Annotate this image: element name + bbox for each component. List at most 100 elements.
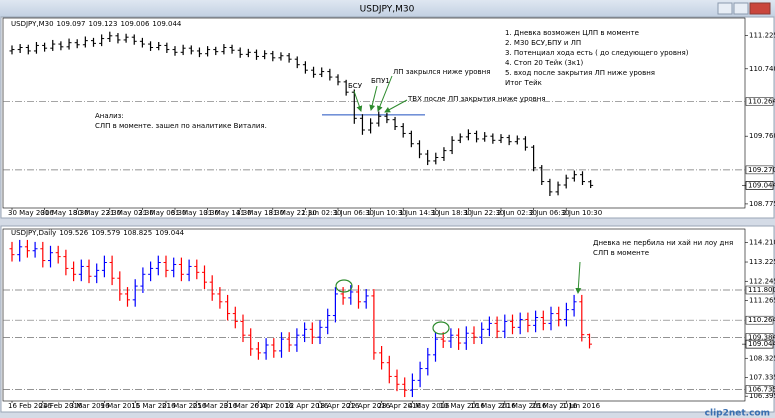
x-tick-label: 20 May 2016 — [501, 402, 547, 410]
level-label: 106.735 — [748, 385, 775, 393]
y-tick-label: 114.210 — [749, 239, 775, 247]
current-price-label: 109.044 — [748, 340, 775, 348]
y-tick-label: 108.325 — [749, 354, 775, 362]
level-label: 109.384 — [748, 333, 775, 341]
x-tick-label: 31 May 10:30 — [171, 209, 219, 217]
x-tick-label: 25 Mar 2016 — [193, 402, 238, 410]
header-high: 109.579 — [91, 229, 120, 237]
highlight-ellipse — [432, 321, 450, 335]
y-tick-label: 109.760 — [749, 132, 775, 140]
plot-area — [2, 17, 746, 209]
x-tick-label: 1 Jun 18:30 — [432, 209, 472, 217]
level-label: 110.264 — [748, 98, 775, 106]
x-tick-label: 26 May 2016 — [532, 402, 578, 410]
title-bar — [0, 0, 775, 17]
annotation: БПУ1 — [371, 77, 390, 85]
annotation: БСУ — [348, 82, 363, 90]
x-tick-label: 1 Jun 14:30 — [399, 209, 439, 217]
annotation-arrow — [353, 90, 363, 112]
x-tick-label: 30 May 18:30 — [41, 209, 89, 217]
header-close: 109.044 — [155, 229, 184, 237]
annotation: Итог Тейк — [505, 79, 542, 87]
x-tick-label: 3 Mar 2016 — [70, 402, 110, 410]
annotation: Анализ: — [95, 112, 124, 120]
x-tick-label: 2 Jun 06:30 — [530, 209, 570, 217]
highlight-ellipse — [335, 279, 353, 293]
x-tick-label: 2 Jun 02:30 — [497, 209, 537, 217]
annotation-arrow — [384, 99, 408, 113]
minimize-button[interactable] — [717, 2, 733, 15]
header-high: 109.123 — [89, 20, 118, 28]
symbol: USDJPY,Daily — [11, 229, 56, 237]
annotation: СЛП в моменте — [593, 249, 649, 257]
level-label-box — [745, 285, 774, 295]
level-label: 109.270 — [748, 166, 775, 174]
level-label-box — [745, 385, 774, 394]
x-tick-label: 21 Mar 2016 — [162, 402, 207, 410]
annotation: ТВХ после ЛП закрытия ниже уровня — [407, 95, 546, 103]
x-tick-label: 30 May 22:30 — [73, 209, 121, 217]
x-tick-label: 31 Mar 2016 — [224, 402, 269, 410]
annotation: 2. М30 БСУ,БПУ и ЛП — [505, 39, 581, 47]
header-low: 109.006 — [120, 20, 149, 28]
x-tick-label: 4 May 2016 — [408, 402, 450, 410]
watermark: clip2net.com — [705, 409, 770, 418]
x-tick-label: 16 May 2016 — [470, 402, 516, 410]
annotation: 5. вход после закрытия ЛП ниже уровня — [505, 69, 655, 77]
current-price-label: 109.044 — [748, 181, 775, 189]
level-label-box — [745, 97, 774, 106]
window-title: USDJPY,M30 — [360, 5, 415, 15]
y-tick-label: 107.335 — [749, 374, 775, 382]
x-tick-label: 10 May 2016 — [439, 402, 485, 410]
x-tick-label: 2 Jun 10:30 — [562, 209, 602, 217]
y-tick-label: 110.740 — [749, 65, 775, 73]
x-tick-label: 31 May 06:30 — [138, 209, 186, 217]
y-tick-label: 106.395 — [749, 392, 775, 400]
chart-header: USDJPY,Daily 109.526 109.579 108.825 109.044 — [11, 229, 185, 237]
level-label-box — [745, 315, 774, 325]
header-open: 109.097 — [57, 20, 86, 28]
current-price-box — [745, 339, 774, 349]
annotation: 4. Стоп 20 Тейк (3к1) — [505, 59, 584, 67]
header-open: 109.526 — [59, 229, 88, 237]
annotation-arrow — [575, 261, 582, 294]
x-tick-label: 28 Apr 2016 — [378, 402, 422, 410]
annotation: 3. Потенциал хода есть ( до следующего у… — [505, 49, 689, 57]
x-tick-label: 1 Jun 22:30 — [464, 209, 504, 217]
level-label: 111.800 — [748, 286, 775, 294]
y-tick-label: 111.225 — [749, 31, 775, 39]
x-tick-label: 31 May 22:30 — [269, 209, 317, 217]
annotation: Дневка не пербила ни хай ни лоу дня — [593, 239, 733, 247]
annotation: 1. Дневка возможен ЦЛП в моменте — [505, 29, 639, 37]
current-price-box — [745, 181, 774, 190]
x-tick-label: 22 Apr 2016 — [347, 402, 391, 410]
level-label-box — [745, 165, 774, 175]
maximize-button[interactable] — [733, 2, 749, 15]
x-tick-label: 1 Jun 02:30 — [301, 209, 341, 217]
x-tick-label: 1 Jun 2016 — [562, 402, 600, 410]
y-tick-label: 108.775 — [749, 200, 775, 208]
chart-header: USDJPY,M30 109.097 109.123 109.006 109.044 — [11, 20, 182, 28]
x-tick-label: 24 Feb 2016 — [39, 402, 83, 410]
x-tick-label: 9 Mar 2016 — [100, 402, 140, 410]
y-tick-label: 111.265 — [749, 297, 775, 305]
x-tick-label: 18 Apr 2016 — [316, 402, 360, 410]
annotation: СЛП в моменте. зашел по аналитике Витали… — [95, 122, 267, 130]
header-close: 109.044 — [152, 20, 181, 28]
level-label: 110.264 — [748, 316, 775, 324]
x-tick-label: 31 May 18:30 — [236, 209, 284, 217]
annotation-arrow — [369, 85, 378, 111]
annotation: ЛП закрылся ниже уровня — [393, 68, 490, 76]
annotation-arrow — [377, 75, 393, 112]
x-tick-label: 6 Apr 2016 — [254, 402, 293, 410]
x-tick-label: 16 Feb 2016 — [8, 402, 52, 410]
x-tick-label: 31 May 14:30 — [204, 209, 252, 217]
close-button[interactable] — [749, 2, 771, 15]
header-low: 108.825 — [123, 229, 152, 237]
x-tick-label: 1 Jun 10:30 — [367, 209, 407, 217]
x-tick-label: 15 Mar 2016 — [131, 402, 176, 410]
y-tick-label: 113.225 — [749, 258, 775, 266]
y-tick-label: 112.245 — [749, 277, 775, 285]
